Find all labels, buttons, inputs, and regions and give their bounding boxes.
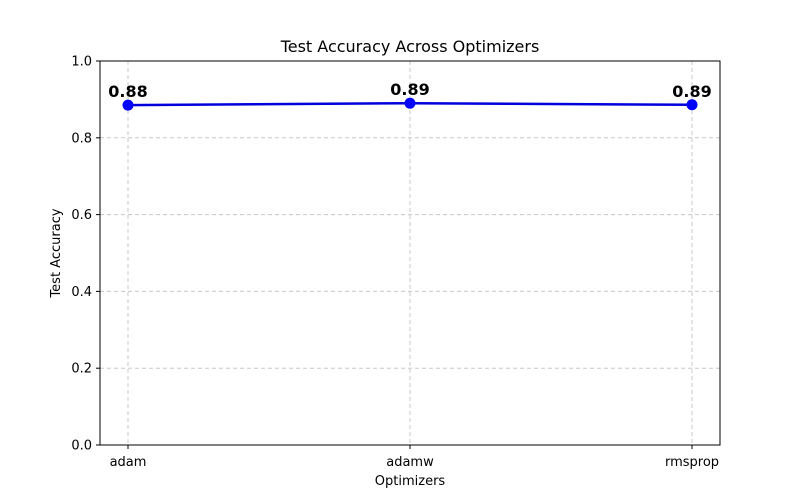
data-point [404, 97, 416, 109]
data-label: 0.89 [390, 80, 429, 99]
data-label: 0.88 [108, 82, 147, 101]
x-tick-label: adamw [386, 455, 434, 470]
y-tick-label: 0.6 [71, 208, 92, 223]
y-tick-label: 0.0 [71, 439, 92, 454]
series-layer: 0.88 0.89 0.89 [108, 80, 712, 111]
x-tick-label: adam [110, 455, 147, 470]
x-axis-label: Optimizers [375, 474, 446, 489]
tick-layer: 0.0 0.2 0.4 0.6 0.8 1.0 adam adamw rmsprop [71, 55, 719, 471]
chart-title: Test Accuracy Across Optimizers [280, 37, 540, 56]
data-label: 0.89 [672, 82, 711, 101]
y-tick-label: 1.0 [71, 55, 92, 70]
y-tick-label: 0.2 [71, 362, 92, 377]
x-tick-label: rmsprop [665, 455, 719, 470]
y-tick-label: 0.4 [71, 285, 92, 300]
data-point [122, 99, 134, 111]
grid-layer [100, 60, 720, 446]
data-point [686, 99, 698, 111]
y-axis-label: Test Accuracy [49, 208, 64, 298]
y-tick-label: 0.8 [71, 131, 92, 146]
